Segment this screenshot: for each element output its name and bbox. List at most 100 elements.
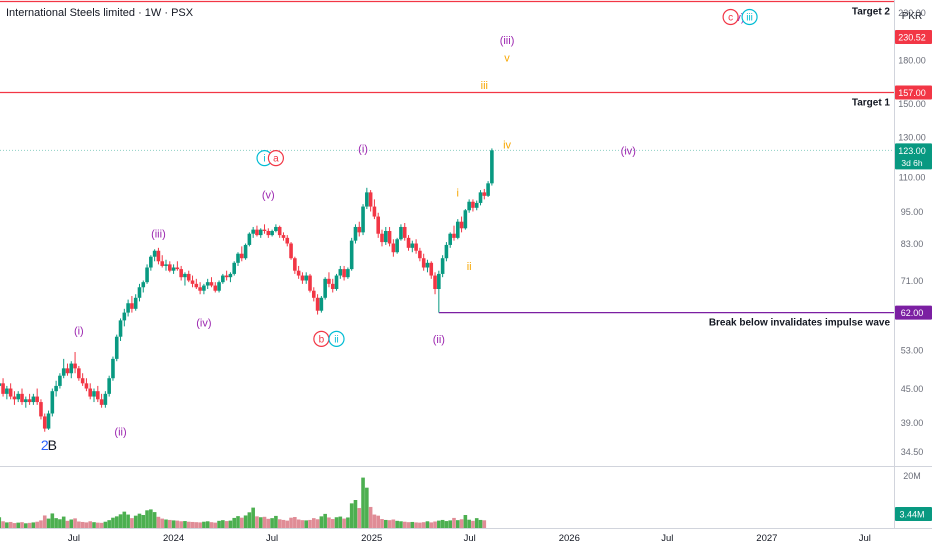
volume-bar xyxy=(16,522,21,528)
candle-body xyxy=(467,201,471,211)
candle-body xyxy=(152,250,157,257)
volume-bar xyxy=(444,521,449,528)
candle-body xyxy=(175,267,180,270)
volume-bar xyxy=(433,521,437,528)
volume-bar xyxy=(455,520,460,528)
volume-bar xyxy=(77,521,81,528)
time-tick-label: 2025 xyxy=(361,533,382,544)
price-badge-label: 157.00 xyxy=(898,88,926,98)
volume-bar xyxy=(437,520,441,528)
volume-bar xyxy=(65,520,70,528)
candle-body xyxy=(171,267,176,271)
candle-body xyxy=(156,250,161,262)
volume-bar xyxy=(349,503,354,528)
candle-body xyxy=(65,368,70,374)
price-tick-label: 45.00 xyxy=(901,384,924,394)
candle-body xyxy=(239,253,244,259)
candle-body xyxy=(122,312,127,321)
wave-label: i xyxy=(457,187,459,199)
volume-bar xyxy=(50,513,55,528)
volume-bar xyxy=(281,519,286,528)
candle-body xyxy=(31,396,36,403)
candle-body xyxy=(433,275,437,289)
candle-body xyxy=(186,273,191,281)
candle-body xyxy=(160,261,165,266)
candle-body xyxy=(149,256,153,268)
wave-label: iv xyxy=(503,140,511,152)
candle-body xyxy=(50,391,55,414)
volume-bar xyxy=(20,522,24,528)
volume-bar xyxy=(164,519,168,528)
candle-body xyxy=(387,230,392,244)
volume-bar xyxy=(414,522,418,528)
volume-bar xyxy=(160,518,165,528)
candle-body xyxy=(365,192,369,207)
time-tick-label: Jul xyxy=(266,533,278,544)
volume-bar xyxy=(171,520,176,528)
volume-bar xyxy=(186,521,191,528)
candle-body xyxy=(107,378,111,394)
volume-bar xyxy=(425,521,430,528)
candle-body xyxy=(5,388,9,394)
volume-bar xyxy=(338,516,343,528)
volume-bar xyxy=(183,521,187,528)
time-tick-label: Jul xyxy=(464,533,476,544)
candle-body xyxy=(255,229,259,236)
volume-bar xyxy=(334,517,339,528)
candle-body xyxy=(88,388,93,397)
volume-bar xyxy=(228,520,233,528)
candle-body xyxy=(376,216,381,234)
volume-bar xyxy=(247,512,252,528)
volume-bar xyxy=(149,509,153,528)
candle-body xyxy=(190,280,195,284)
volume-bar xyxy=(69,519,74,528)
price-tick-label: 130.00 xyxy=(898,133,926,143)
candle-body xyxy=(338,269,343,276)
volume-bar xyxy=(54,518,58,528)
candle-body xyxy=(133,297,138,309)
candle-body xyxy=(12,396,17,400)
candle-body xyxy=(114,336,119,359)
candle-body xyxy=(330,283,335,289)
volume-bar xyxy=(277,519,282,528)
candle-body xyxy=(247,233,252,245)
volume-bar xyxy=(440,519,445,528)
candle-body xyxy=(296,270,301,276)
candle-body xyxy=(77,368,81,379)
volume-bar xyxy=(61,516,66,528)
candle-body xyxy=(327,278,331,284)
volume-bar xyxy=(232,517,237,528)
volume-bar xyxy=(482,520,487,528)
volume-bar xyxy=(262,516,267,528)
wave-label: ii xyxy=(467,261,472,273)
volume-bar xyxy=(395,520,399,528)
volume-badge-label: 3.44M xyxy=(899,510,924,520)
price-tick-label: 110.00 xyxy=(899,172,926,182)
candle-body xyxy=(266,230,271,236)
candle-body xyxy=(311,290,316,298)
candles xyxy=(0,148,494,432)
volume-bar xyxy=(251,507,255,528)
time-axis: Jul 2024 Jul 2025 Jul 2026 Jul 2027 Jul xyxy=(68,533,871,544)
candle-body xyxy=(372,206,377,217)
candle-body xyxy=(42,416,47,429)
volume-bar xyxy=(346,517,350,528)
volume-bar xyxy=(327,517,331,528)
candle-body xyxy=(353,226,358,241)
volume-bar xyxy=(88,521,93,528)
wave-label: (iv) xyxy=(621,145,636,157)
volume-bar xyxy=(31,522,36,528)
price-tick-label: 71.00 xyxy=(901,276,924,286)
volume-bar xyxy=(221,520,225,528)
candle-body xyxy=(421,258,426,268)
candle-body xyxy=(414,243,418,251)
candle-body xyxy=(410,243,415,248)
wave-labels: 2 B(i)(ii)(iii)(iv)(v)i ab ii(i)(ii)iiiiiii… xyxy=(41,8,758,453)
candle-body xyxy=(46,413,51,429)
candle-body xyxy=(323,278,327,298)
candle-body xyxy=(315,297,320,311)
volume-bar xyxy=(311,518,316,528)
